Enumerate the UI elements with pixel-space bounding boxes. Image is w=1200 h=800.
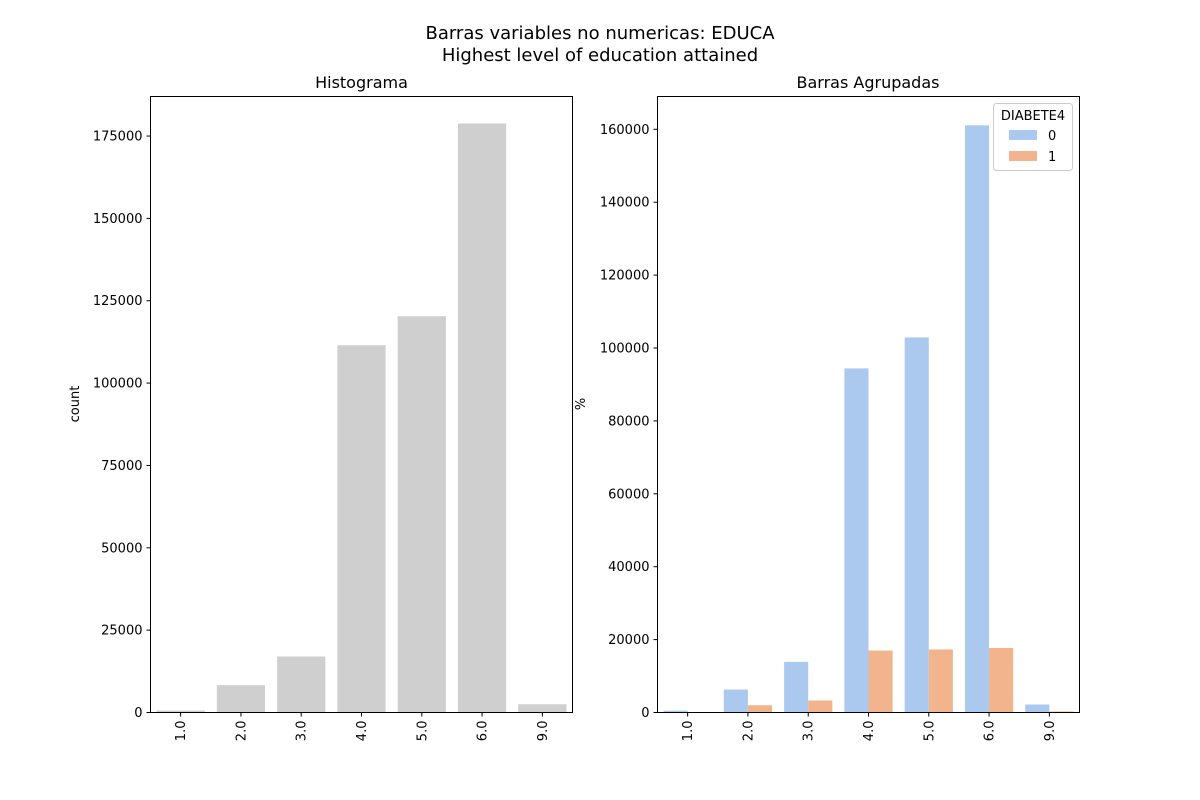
histogram-x-tick-label: 5.0 (415, 721, 430, 742)
grouped-bar-series-1-3.0 (808, 700, 833, 713)
histogram-bar-9.0 (518, 704, 567, 713)
histogram-bar-6.0 (457, 123, 507, 713)
histogram-bar-3.0 (277, 656, 326, 713)
grouped-bar-series-0-9.0 (1025, 704, 1050, 713)
grouped-y-tick-label: 100000 (600, 342, 650, 357)
histogram-plot-area: 0 25000 50000 75000 100000 125000 150000 175000… (93, 96, 573, 742)
grouped-y-tick-label: 120000 (600, 269, 650, 284)
grouped-bar-series-0-2.0 (723, 689, 748, 713)
grouped-bars-plot-area: 0 20000 40000 60000 80000 100000 120000 140000 1… (600, 96, 1080, 742)
grouped-bar-series-1-6.0 (989, 647, 1014, 713)
grouped-bars-title: Barras Agrupadas (797, 73, 940, 92)
histogram-y-tick-label: 0 (134, 706, 142, 721)
histogram-bar-4.0 (337, 345, 386, 713)
grouped-y-tick-label: 80000 (608, 414, 649, 429)
histogram-x-tick-label: 9.0 (536, 721, 551, 742)
grouped-bar-series-0-1.0 (663, 710, 688, 713)
grouped-y-tick-label: 140000 (600, 196, 650, 211)
grouped-y-tick-label: 60000 (608, 487, 649, 502)
grouped-x-tick-label: 2.0 (741, 721, 756, 742)
histogram-x-tick-label: 3.0 (295, 721, 310, 742)
histogram-y-tick-label: 125000 (93, 294, 143, 309)
histogram-bar-5.0 (397, 316, 446, 713)
grouped-y-tick-label: 160000 (600, 123, 650, 138)
legend-label-1: 1 (1048, 150, 1056, 165)
histogram-y-tick-label: 50000 (101, 541, 142, 556)
grouped-bar-series-0-5.0 (904, 337, 929, 713)
histogram-y-axis-label: count (68, 386, 83, 423)
grouped-bar-series-0-6.0 (964, 125, 990, 713)
figure-title-line2: Highest level of education attained (442, 45, 758, 66)
grouped-x-tick-label: 3.0 (802, 721, 817, 742)
grouped-x-tick-label: 9.0 (1043, 721, 1058, 742)
grouped-x-tick-label: 4.0 (862, 721, 877, 742)
histogram-y-tick-label: 150000 (93, 212, 143, 227)
grouped-x-tick-label: 6.0 (983, 721, 998, 742)
legend-swatch-0 (1009, 130, 1037, 140)
legend-title: DIABETE4 (1001, 109, 1065, 124)
grouped-bar-series-1-4.0 (868, 650, 893, 713)
histogram-y-tick-label: 100000 (93, 377, 143, 392)
histogram-title: Histograma (315, 73, 408, 92)
grouped-bar-series-0-4.0 (844, 368, 869, 713)
histogram-bar-2.0 (216, 685, 266, 713)
grouped-bar-series-1-9.0 (1049, 711, 1074, 713)
grouped-y-tick-label: 40000 (608, 560, 649, 575)
legend-label-0: 0 (1048, 129, 1056, 144)
histogram-y-tick-label: 75000 (101, 459, 142, 474)
histogram-bar-1.0 (156, 710, 205, 713)
histogram-panel: Histograma count 0 25000 50000 75000 100000 1… (68, 73, 573, 741)
histogram-y-tick-label: 25000 (101, 624, 142, 639)
histogram-x-tick-label: 4.0 (355, 721, 370, 742)
legend-swatch-1 (1009, 151, 1037, 161)
grouped-bars-panel: Barras Agrupadas % 0 20000 40000 60000 80000… (574, 73, 1080, 741)
figure-title-line1: Barras variables no numericas: EDUCA (425, 23, 775, 44)
legend: DIABETE4 0 1 (993, 103, 1073, 171)
histogram-x-tick-label: 6.0 (476, 721, 491, 742)
grouped-bar-series-1-5.0 (928, 649, 953, 713)
grouped-y-tick-label: 0 (641, 706, 649, 721)
grouped-bar-series-0-3.0 (784, 661, 809, 713)
histogram-x-tick-label: 2.0 (234, 721, 249, 742)
histogram-y-tick-label: 175000 (93, 130, 143, 145)
grouped-y-tick-label: 20000 (608, 633, 649, 648)
grouped-x-tick-label: 5.0 (922, 721, 937, 742)
histogram-x-tick-label: 1.0 (174, 721, 189, 742)
grouped-bars-y-axis-label: % (574, 398, 589, 410)
grouped-bar-series-1-2.0 (747, 705, 773, 713)
grouped-x-tick-label: 1.0 (681, 721, 696, 742)
